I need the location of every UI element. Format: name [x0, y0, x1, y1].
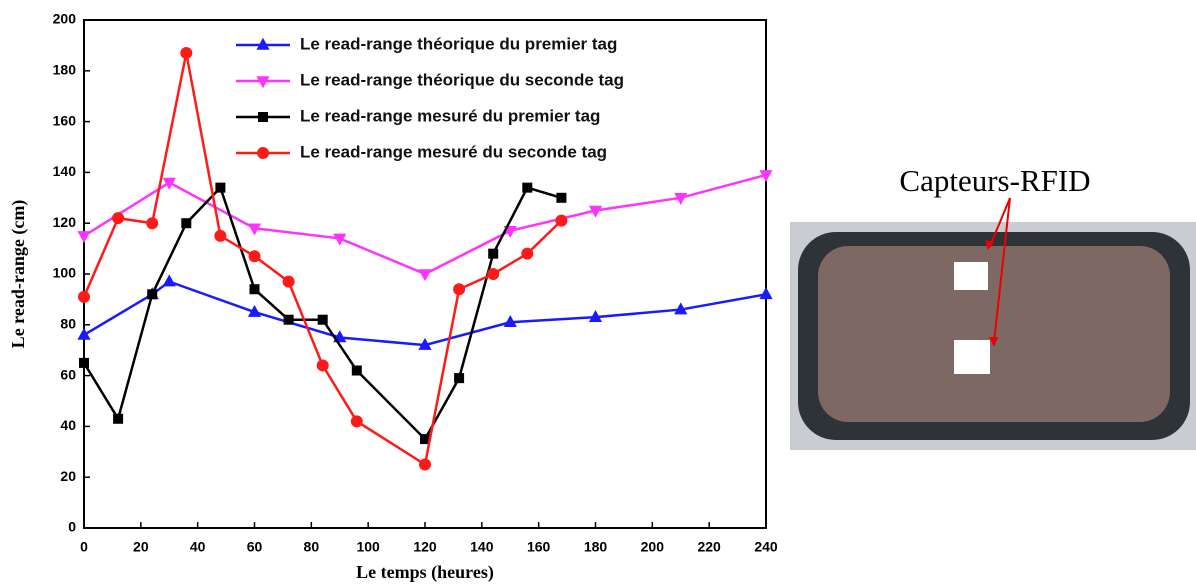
y-tick-label: 80	[60, 316, 76, 332]
legend-marker	[258, 112, 268, 122]
legend-marker	[256, 37, 270, 50]
marker	[162, 274, 176, 287]
marker	[420, 434, 430, 445]
x-tick-label: 200	[641, 539, 665, 555]
marker	[555, 214, 568, 227]
marker	[759, 287, 773, 300]
marker	[419, 458, 431, 471]
marker	[248, 250, 261, 263]
marker	[454, 373, 465, 384]
marker	[351, 365, 362, 376]
x-tick-label: 40	[190, 539, 206, 555]
legend-label: Le read-range mesuré du seconde tag	[300, 142, 607, 161]
marker	[453, 283, 466, 296]
x-tick-label: 60	[247, 539, 263, 555]
marker	[215, 182, 226, 193]
x-tick-label: 120	[413, 539, 437, 555]
marker	[162, 177, 176, 190]
x-tick-label: 220	[697, 539, 721, 555]
marker	[247, 223, 262, 236]
marker	[418, 337, 432, 350]
marker	[79, 357, 89, 368]
marker	[146, 217, 159, 230]
marker	[418, 269, 432, 282]
y-tick-label: 20	[60, 468, 76, 484]
y-tick-label: 100	[53, 265, 77, 281]
legend-label: Le read-range théorique du seconde tag	[300, 70, 624, 89]
marker	[521, 247, 534, 260]
y-tick-label: 120	[53, 214, 77, 230]
x-tick-label: 80	[304, 539, 320, 555]
marker	[77, 231, 91, 244]
x-tick-label: 160	[527, 539, 551, 555]
marker	[333, 233, 347, 246]
series-line	[83, 280, 767, 347]
marker	[487, 268, 500, 280]
marker	[350, 415, 363, 428]
x-tick-label: 20	[133, 539, 149, 555]
marker	[77, 327, 91, 340]
y-axis-title: Le read-range (cm)	[8, 200, 29, 349]
marker	[588, 205, 603, 218]
marker	[674, 302, 688, 315]
marker	[181, 218, 192, 229]
marker	[78, 290, 90, 303]
arrow-head	[985, 240, 994, 250]
legend-label: Le read-range théorique du premier tag	[300, 34, 617, 53]
arrow	[989, 197, 1011, 247]
y-tick-label: 40	[60, 417, 76, 433]
x-tick-label: 140	[470, 539, 494, 555]
x-tick-label: 180	[584, 539, 608, 555]
marker	[249, 284, 260, 295]
y-tick-label: 0	[68, 519, 76, 535]
marker	[113, 413, 124, 424]
marker	[316, 359, 329, 372]
legend-marker	[257, 147, 269, 159]
y-tick-label: 180	[53, 62, 77, 78]
tag	[954, 340, 990, 374]
x-tick-label: 0	[80, 539, 88, 555]
photo	[790, 197, 1196, 450]
x-axis-title: Le temps (heures)	[356, 562, 494, 583]
x-tick-label: 240	[754, 539, 778, 555]
y-tick-label: 160	[53, 112, 77, 128]
series-line	[82, 52, 563, 467]
marker	[556, 192, 567, 203]
marker	[214, 229, 227, 242]
marker	[180, 47, 193, 60]
y-tick-label: 200	[53, 11, 77, 27]
marker	[759, 170, 773, 183]
y-tick-label: 60	[60, 366, 76, 382]
tag	[954, 262, 988, 290]
marker	[282, 275, 295, 288]
marker	[674, 193, 688, 205]
marker	[283, 314, 294, 325]
arrow-head	[989, 337, 998, 347]
x-tick-label: 100	[356, 539, 380, 555]
y-tick-label: 140	[53, 163, 77, 179]
legend-label: Le read-range mesuré du premier tag	[300, 106, 600, 125]
marker	[522, 182, 533, 193]
marker	[317, 314, 328, 325]
marker	[112, 212, 125, 225]
marker	[247, 304, 262, 317]
annotation: Capteurs-RFID	[899, 163, 1090, 198]
arrow	[993, 197, 1011, 343]
legend-marker	[256, 76, 270, 89]
marker	[147, 289, 158, 300]
marker	[503, 315, 517, 328]
marker	[588, 309, 603, 322]
marker	[488, 248, 499, 259]
